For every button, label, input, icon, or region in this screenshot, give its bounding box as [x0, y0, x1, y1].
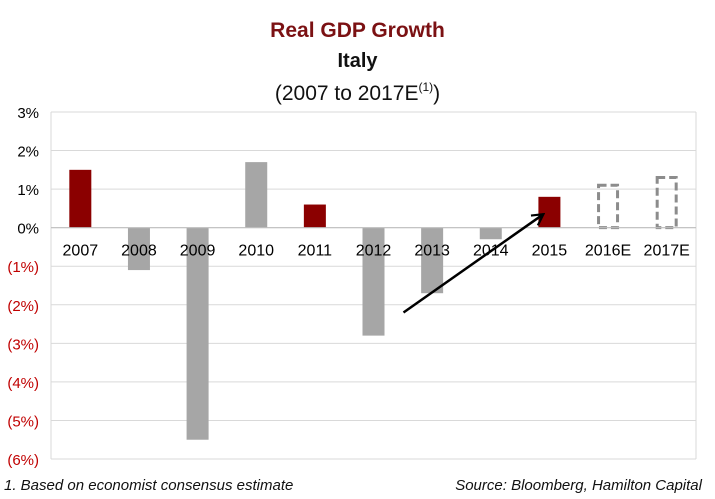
x-category-label: 2013 — [414, 243, 450, 260]
y-tick-label: (3%) — [7, 336, 39, 353]
x-category-label: 2012 — [356, 243, 392, 260]
x-category-label: 2008 — [121, 243, 157, 260]
y-tick-label: (6%) — [7, 452, 39, 469]
bar-2008 — [127, 227, 150, 271]
bar-2012 — [362, 227, 385, 336]
x-category-label: 2010 — [238, 243, 274, 260]
date-range-prefix: (2007 to 2017E — [274, 82, 419, 105]
bar-2013 — [421, 227, 444, 294]
chart-date-range: (2007 to 2017E(1)) — [0, 80, 715, 106]
chart-title: Real GDP Growth — [270, 19, 445, 42]
x-category-label: 2011 — [298, 243, 333, 260]
y-tick-label: 2% — [17, 144, 39, 161]
x-category-label: 2016E — [585, 243, 631, 260]
bar-2016E-estimate — [597, 183, 620, 230]
chart-subtitle: Italy — [337, 50, 378, 72]
y-tick-label: 0% — [17, 221, 39, 238]
date-range-footnote-mark: (1) — [418, 80, 434, 94]
bar-2014 — [479, 227, 502, 240]
footnote-methodology: 1. Based on economist consensus estimate — [4, 477, 294, 494]
y-tick-label: (2%) — [7, 298, 39, 315]
x-category-label: 2007 — [63, 243, 99, 260]
x-category-label: 2017E — [644, 243, 690, 260]
bar-2011 — [303, 204, 326, 228]
x-category-label: 2015 — [532, 243, 568, 260]
bar-2017E-estimate — [655, 176, 678, 230]
y-tick-label: (4%) — [7, 375, 39, 392]
bar-2010 — [245, 162, 268, 228]
footnote-source: Source: Bloomberg, Hamilton Capital — [455, 477, 702, 494]
y-tick-label: (5%) — [7, 413, 39, 430]
y-tick-label: 3% — [17, 105, 39, 122]
bar-2007 — [69, 169, 92, 228]
trend-arrow — [402, 214, 544, 314]
x-category-label: 2009 — [180, 243, 216, 260]
bar-2009 — [186, 227, 209, 440]
y-tick-label: (1%) — [7, 259, 39, 276]
date-range-suffix: ) — [433, 82, 441, 105]
bar-2015 — [538, 196, 561, 228]
y-tick-label: 1% — [17, 182, 39, 199]
